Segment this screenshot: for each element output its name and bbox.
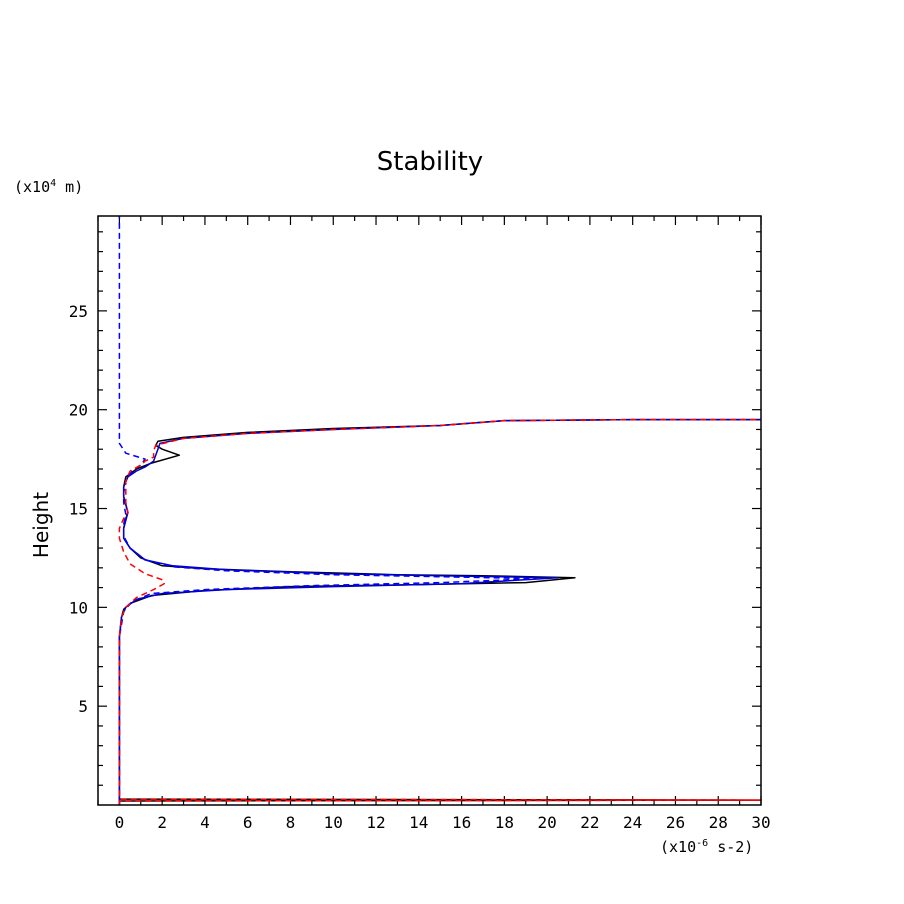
y-axis-label: Height xyxy=(29,492,53,558)
x-tick-label: 8 xyxy=(286,813,296,832)
x-unit-label: (x10-6 s-2) xyxy=(660,838,753,856)
x-tick-label: 22 xyxy=(580,813,599,832)
x-tick-label: 14 xyxy=(409,813,428,832)
y-tick-label: 20 xyxy=(69,401,88,420)
x-tick-label: 24 xyxy=(623,813,642,832)
series-red-dashed xyxy=(118,418,762,805)
x-tick-label: 0 xyxy=(115,813,125,832)
y-tick-label: 25 xyxy=(69,302,88,321)
x-tick-label: 12 xyxy=(366,813,385,832)
series-blue-dashed xyxy=(118,216,538,805)
series-lines xyxy=(118,216,762,805)
x-tick-label: 20 xyxy=(537,813,556,832)
x-tick-label: 26 xyxy=(666,813,685,832)
y-tick-label: 15 xyxy=(69,500,88,519)
y-unit-label: (x104 m) xyxy=(14,178,83,196)
y-tick-label: 10 xyxy=(69,598,88,617)
x-tick-label: 30 xyxy=(751,813,770,832)
x-tick-label: 4 xyxy=(200,813,210,832)
plot-frame xyxy=(97,215,762,806)
chart-title: Stability xyxy=(377,147,483,177)
x-tick-label: 18 xyxy=(495,813,514,832)
y-tick-label: 5 xyxy=(78,697,88,716)
x-tick-label: 28 xyxy=(709,813,728,832)
x-tick-label: 10 xyxy=(324,813,343,832)
x-tick-label: 16 xyxy=(452,813,471,832)
x-tick-label: 6 xyxy=(243,813,253,832)
series-blue-solid xyxy=(118,418,761,805)
series-black-solid xyxy=(118,418,762,805)
tick-marks xyxy=(97,216,762,805)
x-tick-label: 2 xyxy=(157,813,167,832)
